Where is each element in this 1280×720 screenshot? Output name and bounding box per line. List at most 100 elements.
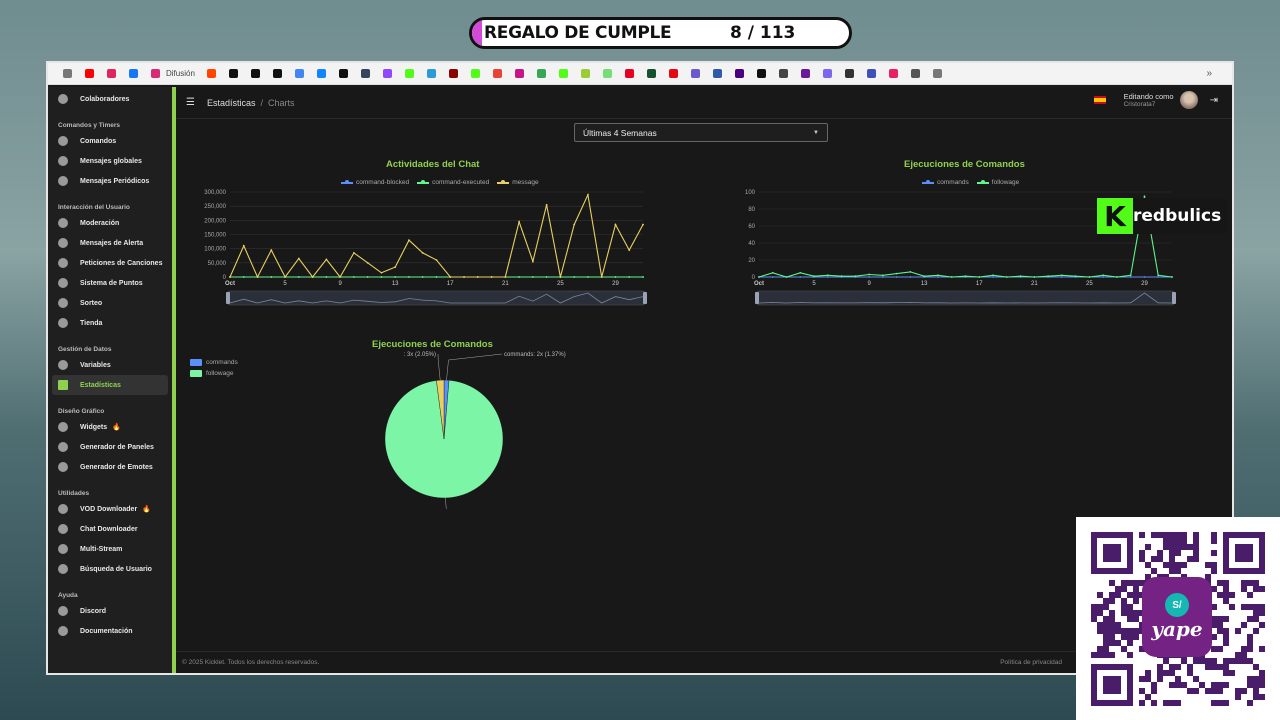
- bookmark-7[interactable]: [245, 63, 267, 85]
- sidebar-item-peticiones-de-canciones[interactable]: Peticiones de Canciones: [48, 253, 172, 273]
- legend-entry[interactable]: commands: [922, 179, 969, 186]
- bookmark-8[interactable]: [267, 63, 289, 85]
- sidebar-item-chat-downloader[interactable]: Chat Downloader: [48, 519, 172, 539]
- bookmark-6[interactable]: [223, 63, 245, 85]
- bookmark-29[interactable]: [729, 63, 751, 85]
- bookmark-17[interactable]: [465, 63, 487, 85]
- pie-legend-entry[interactable]: followage: [190, 370, 238, 377]
- bookmark-28[interactable]: [707, 63, 729, 85]
- sidebar-item-documentaci-n[interactable]: Documentación: [48, 621, 172, 641]
- sidebar-item-mensajes-peri-dicos[interactable]: Mensajes Periódicos: [48, 171, 172, 191]
- bookmark-30[interactable]: [751, 63, 773, 85]
- bookmark-38[interactable]: [927, 63, 949, 85]
- qr-module: [1193, 538, 1199, 544]
- bookmark-5[interactable]: [201, 63, 223, 85]
- spain-flag-icon[interactable]: [1093, 96, 1106, 104]
- bookmark-9[interactable]: [289, 63, 311, 85]
- sidebar-item-sistema-de-puntos[interactable]: Sistema de Puntos: [48, 273, 172, 293]
- qr-module: [1163, 532, 1169, 538]
- zoom-slider[interactable]: [227, 290, 646, 306]
- sidebar-item-comandos[interactable]: Comandos: [48, 131, 172, 151]
- bookmark-16[interactable]: [443, 63, 465, 85]
- zoom-handle-left[interactable]: [226, 292, 230, 304]
- qr-module: [1097, 604, 1103, 610]
- sidebar-item-mensajes-globales[interactable]: Mensajes globales: [48, 151, 172, 171]
- legend-entry[interactable]: message: [497, 179, 539, 186]
- data-point: [1060, 274, 1063, 277]
- qr-module: [1217, 628, 1223, 634]
- bookmark-21[interactable]: [553, 63, 575, 85]
- qr-module: [1175, 682, 1181, 688]
- pie-slice[interactable]: [436, 379, 445, 440]
- bookmark-3[interactable]: [122, 63, 144, 85]
- zoom-handle-left[interactable]: [755, 292, 759, 304]
- sidebar-item-generador-de-emotes[interactable]: Generador de Emotes: [48, 457, 172, 477]
- bookmark-25[interactable]: [641, 63, 663, 85]
- sidebar-item-widgets[interactable]: Widgets 🔥: [48, 417, 172, 437]
- sidebar-item-multi-stream[interactable]: Multi-Stream: [48, 539, 172, 559]
- bookmarks-more-button[interactable]: »: [1206, 68, 1212, 79]
- sidebar-item-discord[interactable]: Discord: [48, 601, 172, 621]
- qr-module: [1229, 604, 1235, 610]
- sidebar-item-generador-de-paneles[interactable]: Generador de Paneles: [48, 437, 172, 457]
- sidebar-item-colaboradores[interactable]: Colaboradores: [48, 89, 172, 109]
- sidebar-item-mensajes-de-alerta[interactable]: Mensajes de Alerta: [48, 233, 172, 253]
- bookmark-27[interactable]: [685, 63, 707, 85]
- logout-icon[interactable]: ⇥: [1209, 94, 1218, 106]
- data-point: [380, 276, 383, 278]
- bookmark-4[interactable]: [144, 63, 166, 85]
- bookmark-32[interactable]: [795, 63, 817, 85]
- bookmark-18[interactable]: [487, 63, 509, 85]
- bookmark-26[interactable]: [663, 63, 685, 85]
- bookmark-36[interactable]: [883, 63, 905, 85]
- breadcrumb-root[interactable]: Estadísticas: [206, 97, 256, 108]
- qr-module: [1193, 556, 1199, 562]
- bookmark-0[interactable]: [56, 63, 78, 85]
- date-range-select[interactable]: Últimas 4 Semanas ▼: [574, 123, 828, 142]
- sidebar-item-variables[interactable]: Variables: [48, 355, 172, 375]
- x-icon: [251, 69, 261, 78]
- pie-legend-entry[interactable]: commands: [190, 359, 238, 366]
- bookmark-11[interactable]: [333, 63, 355, 85]
- menu-toggle-icon[interactable]: ☰: [186, 97, 195, 108]
- sidebar-item-estad-sticas[interactable]: Estadísticas: [52, 375, 168, 395]
- pie-slice[interactable]: [384, 380, 504, 499]
- bookmark-37[interactable]: [905, 63, 927, 85]
- avatar[interactable]: [1179, 91, 1198, 109]
- privacy-link[interactable]: Política de privacidad: [1000, 659, 1062, 666]
- legend-entry[interactable]: command-executed: [417, 179, 489, 186]
- bookmark-2[interactable]: [100, 63, 122, 85]
- bookmark-10[interactable]: [311, 63, 333, 85]
- legend-entry[interactable]: followage: [976, 179, 1019, 186]
- bookmark-20[interactable]: [531, 63, 553, 85]
- sidebar-item-vod-downloader[interactable]: VOD Downloader 🔥: [48, 499, 172, 519]
- sidebar-item-moderaci-n[interactable]: Moderación: [48, 213, 172, 233]
- bookmark-13[interactable]: [377, 63, 399, 85]
- sidebar-item-tienda[interactable]: Tienda: [48, 313, 172, 333]
- sidebar-item-sorteo[interactable]: Sorteo: [48, 293, 172, 313]
- legend-entry[interactable]: command-blocked: [341, 179, 409, 186]
- bookmark-24[interactable]: [619, 63, 641, 85]
- data-point: [964, 275, 967, 278]
- bookmark-31[interactable]: [773, 63, 795, 85]
- bookmark-19[interactable]: [509, 63, 531, 85]
- bookmark-22[interactable]: [575, 63, 597, 85]
- bookmark-12[interactable]: [355, 63, 377, 85]
- qr-module: [1127, 652, 1133, 658]
- qr-module: [1253, 604, 1259, 610]
- bookmark-1[interactable]: [78, 63, 100, 85]
- zoom-handle-right[interactable]: [643, 292, 647, 304]
- qr-module: [1103, 640, 1109, 646]
- sidebar-item-b-squeda-de-usuario[interactable]: Búsqueda de Usuario: [48, 559, 172, 579]
- bookmark-23[interactable]: [597, 63, 619, 85]
- x-tick-label: 25: [1086, 281, 1093, 287]
- pie-label-line: [437, 353, 441, 381]
- bookmark-33[interactable]: [817, 63, 839, 85]
- x-tick-label: 17: [447, 281, 454, 287]
- bookmark-35[interactable]: [861, 63, 883, 85]
- bookmark-34[interactable]: [839, 63, 861, 85]
- bookmark-14[interactable]: [399, 63, 421, 85]
- bookmark-15[interactable]: [421, 63, 443, 85]
- zoom-handle-right[interactable]: [1172, 292, 1176, 304]
- qr-module: [1217, 580, 1223, 586]
